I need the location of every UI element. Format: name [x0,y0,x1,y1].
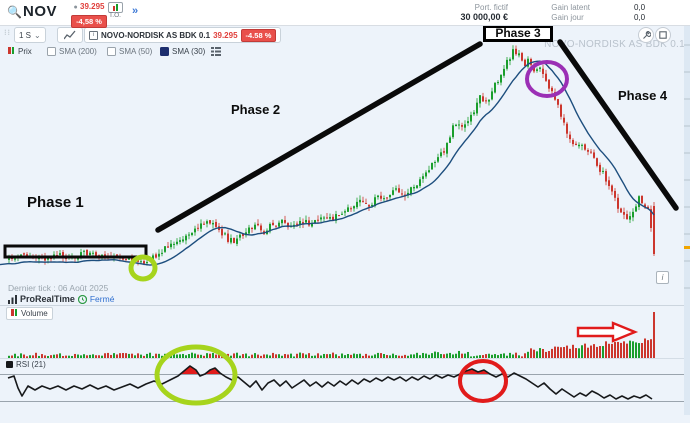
price-axis-strip[interactable] [684,25,690,415]
gain-jour-label: Gain jour [551,12,584,22]
chart-info-button[interactable]: i [656,271,669,284]
brand-name: ProRealTime [20,294,75,304]
indicator-sma200[interactable]: SMA (200) [42,43,102,59]
brand-row: ProRealTime Fermé [8,294,114,304]
checkbox-icon [107,46,116,56]
phase1-label: Phase 1 [27,194,84,211]
change-badge: -4,58 % [71,15,107,28]
timeframe-select[interactable]: 1 S ⌄ [14,27,46,43]
expand-chevrons-icon[interactable]: » [132,5,139,17]
phase3-label: Phase 3 [483,25,553,42]
gain-jour-value: 0,0 [634,12,646,22]
portfolio-value: 30 000,00 € [460,12,508,22]
instrument-change-badge: -4.58 % [240,28,277,42]
rsi-peak-circle [458,359,508,403]
axis-ticks [684,44,690,289]
prorealtime-logo-icon [8,294,17,304]
axis-orange-marker [684,246,690,249]
alert-bell-icon: ● [73,4,78,11]
checkbox-checked-icon [160,46,169,56]
panel-separators [0,305,684,402]
portfolio-summary: Port. fictif 30 000,00 € [460,3,508,22]
phase1-range-box [3,244,148,259]
gain-values: 0,0 0,0 [634,3,690,22]
chevron-down-icon: ⌄ [34,30,41,40]
market-status[interactable]: Fermé [89,294,115,304]
gain-labels: Gain latent Gain jour [551,3,590,22]
portfolio-label: Port. fictif [474,3,508,12]
breakout-circle [128,254,158,282]
top-cross-circle [525,60,569,98]
sma30-line [0,60,655,266]
last-tick-label: Dernier tick : 06 Août 2025 [8,283,109,293]
order-ticket-button[interactable]: T.O. [104,2,126,19]
instrument-price: 39.295 [213,30,238,40]
trendline-1 [155,41,483,233]
gain-latent-value: 0,0 [634,3,646,12]
volume-panel-label[interactable]: Volume [6,307,53,320]
phase2-label: Phase 2 [231,102,281,117]
info-icon: i [89,30,98,40]
volume-rsi-circle [154,344,238,406]
indicator-sma30[interactable]: SMA (30) [155,43,210,59]
candles-icon [8,46,15,56]
indicator-prix[interactable]: Prix [3,43,37,59]
search-icon[interactable]: 🔍 [7,5,22,19]
indicator-sma50[interactable]: SMA (50) [102,43,157,59]
phase4-label: Phase 4 [618,88,668,103]
rsi-panel-label[interactable]: RSI (21) [6,360,46,369]
volume-bars [8,312,655,358]
analyst-annotations [3,39,679,406]
clock-icon [77,294,87,304]
toolbar-drag-handle-icon[interactable]: ⁝⁝ [4,28,12,37]
chart-style-icon [64,30,76,40]
instrument-name: NOVO-NORDISK AS BDK 0.1 [101,30,211,40]
wrench-icon [642,30,651,39]
instrument-legend[interactable]: i NOVO-NORDISK AS BDK 0.1 39.295 -4.58 % [84,27,282,43]
trendline-2 [557,39,679,211]
maximize-button[interactable] [655,27,671,43]
chart-settings-button[interactable] [638,27,654,43]
rsi-icon [6,361,13,368]
gain-latent-label: Gain latent [551,3,590,12]
list-icon [211,46,221,56]
indicator-list-button[interactable] [206,43,230,59]
volume-icon [11,309,18,318]
candlestick-series [8,45,655,266]
checkbox-icon [47,46,56,56]
volume-surge-arrow [576,321,639,343]
order-ticket-icon [107,2,123,13]
symbol-search-input[interactable]: NOV [23,3,58,20]
top-header: 🔍 NOV ● 39.295 -4,58 % T.O. » Port. fict… [0,0,690,29]
instrument-watermark: NOVO-NORDISK AS BDK 0.1 [544,39,685,50]
quote-block: ● 39.295 -4,58 % [66,2,112,29]
maximize-icon [659,31,667,39]
rsi-line [7,365,653,400]
last-price: ● 39.295 [73,2,105,11]
chart-style-button[interactable] [57,27,83,43]
